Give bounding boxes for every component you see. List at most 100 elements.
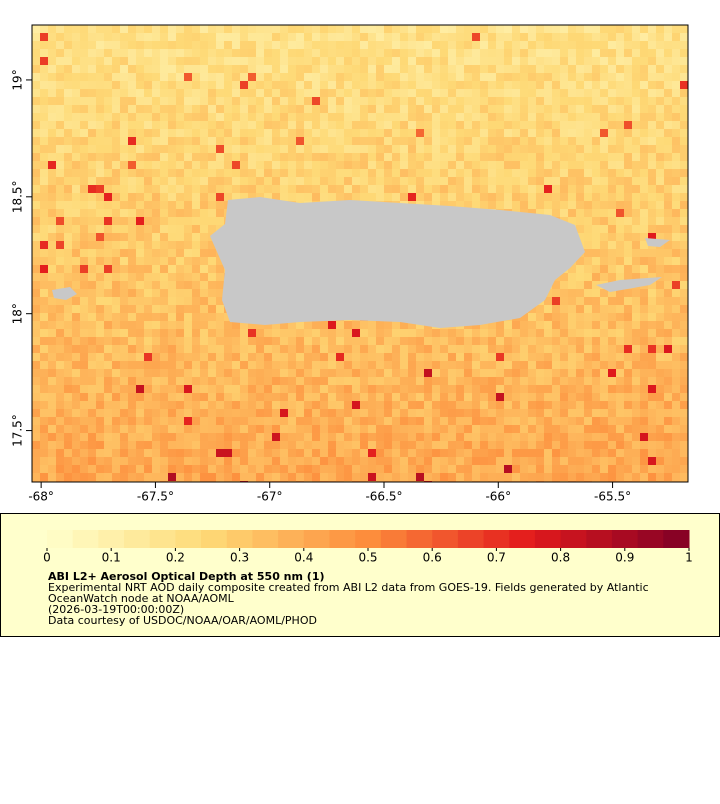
aod-cell	[640, 185, 648, 193]
aod-cell	[360, 393, 368, 401]
aod-cell	[256, 433, 264, 441]
aod-cell	[560, 345, 568, 353]
aod-cell	[96, 145, 104, 153]
aod-cell	[392, 73, 400, 81]
aod-cell	[664, 369, 672, 377]
aod-cell	[112, 433, 120, 441]
aod-cell	[40, 249, 48, 257]
aod-cell	[208, 289, 216, 297]
aod-cell	[32, 321, 40, 329]
aod-cell	[544, 129, 552, 137]
aod-cell	[552, 385, 560, 393]
aod-cell	[72, 449, 80, 457]
aod-cell	[136, 457, 144, 465]
aod-cell	[280, 433, 288, 441]
aod-cell	[504, 89, 512, 97]
aod-cell	[592, 153, 600, 161]
aod-cell	[360, 129, 368, 137]
aod-cell	[384, 65, 392, 73]
aod-cell	[488, 33, 496, 41]
aod-cell	[176, 105, 184, 113]
aod-cell	[648, 193, 656, 201]
aod-cell	[616, 137, 624, 145]
aod-cell	[48, 145, 56, 153]
aod-cell	[320, 409, 328, 417]
aod-cell	[616, 113, 624, 121]
aod-cell	[576, 193, 584, 201]
aod-cell	[360, 121, 368, 129]
aod-cell	[168, 369, 176, 377]
aod-cell	[576, 169, 584, 177]
aod-cell	[200, 433, 208, 441]
aod-cell	[152, 209, 160, 217]
aod-cell	[664, 289, 672, 297]
aod-cell	[264, 185, 272, 193]
aod-cell	[112, 113, 120, 121]
aod-cell	[616, 233, 624, 241]
aod-cell	[656, 257, 664, 265]
aod-cell	[472, 377, 480, 385]
aod-cell	[512, 433, 520, 441]
aod-cell	[136, 265, 144, 273]
aod-cell	[56, 217, 64, 225]
aod-cell	[192, 265, 200, 273]
aod-cell	[384, 321, 392, 329]
aod-cell	[280, 73, 288, 81]
aod-cell	[496, 169, 504, 177]
aod-cell	[464, 177, 472, 185]
aod-cell	[680, 217, 688, 225]
aod-cell	[496, 201, 504, 209]
aod-cell	[336, 473, 344, 481]
aod-cell	[160, 209, 168, 217]
aod-cell	[264, 321, 272, 329]
aod-cell	[248, 401, 256, 409]
aod-cell	[456, 361, 464, 369]
aod-cell	[576, 217, 584, 225]
aod-cell	[560, 385, 568, 393]
aod-cell	[192, 409, 200, 417]
aod-cell	[152, 57, 160, 65]
aod-cell	[632, 449, 640, 457]
aod-cell	[232, 33, 240, 41]
aod-cell	[144, 289, 152, 297]
aod-cell	[672, 129, 680, 137]
aod-cell	[96, 265, 104, 273]
aod-cell	[280, 329, 288, 337]
aod-cell	[272, 145, 280, 153]
aod-cell	[472, 105, 480, 113]
aod-cell	[72, 81, 80, 89]
aod-cell	[56, 385, 64, 393]
aod-cell	[576, 281, 584, 289]
aod-cell	[488, 449, 496, 457]
aod-cell	[536, 457, 544, 465]
aod-cell	[408, 161, 416, 169]
aod-cell	[288, 337, 296, 345]
aod-cell	[112, 25, 120, 33]
aod-cell	[160, 313, 168, 321]
aod-cell	[280, 185, 288, 193]
aod-cell	[680, 41, 688, 49]
aod-cell	[344, 49, 352, 57]
aod-cell	[272, 441, 280, 449]
aod-cell	[40, 193, 48, 201]
aod-cell	[136, 273, 144, 281]
aod-cell	[272, 425, 280, 433]
aod-cell	[520, 385, 528, 393]
aod-cell	[312, 137, 320, 145]
aod-cell	[408, 409, 416, 417]
aod-cell	[320, 425, 328, 433]
aod-cell	[440, 65, 448, 73]
aod-cell	[160, 129, 168, 137]
aod-cell	[80, 377, 88, 385]
aod-cell	[584, 417, 592, 425]
aod-cell	[176, 217, 184, 225]
aod-cell	[224, 193, 232, 201]
aod-cell	[296, 425, 304, 433]
aod-cell	[304, 137, 312, 145]
aod-cell	[232, 65, 240, 73]
aod-cell	[264, 65, 272, 73]
aod-cell	[632, 153, 640, 161]
aod-cell	[600, 473, 608, 481]
aod-cell	[376, 337, 384, 345]
aod-cell	[128, 41, 136, 49]
